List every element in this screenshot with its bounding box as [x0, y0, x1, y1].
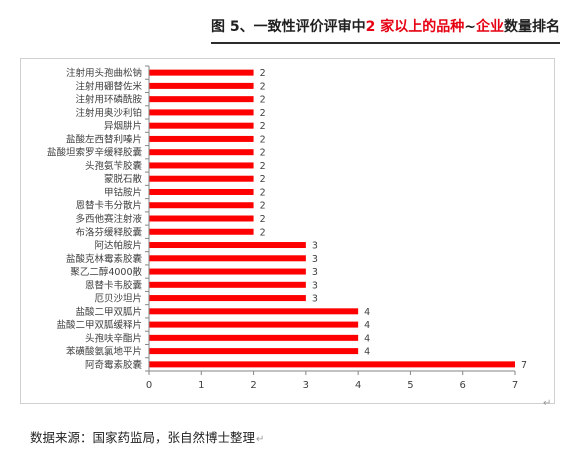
paragraph-return-mark: ↵ [543, 398, 552, 409]
bar [149, 135, 254, 142]
data-label: 4 [364, 333, 370, 344]
category-label: 盐酸克林霉素胶囊 [66, 253, 143, 265]
x-tick-label: 1 [198, 380, 204, 391]
data-label: 2 [260, 134, 266, 145]
category-label: 盐酸左西替利嗪片 [66, 133, 142, 145]
bar [149, 122, 254, 129]
data-label: 4 [364, 307, 370, 318]
category-label: 布洛芬缓释胶囊 [75, 226, 142, 238]
bar [149, 348, 359, 355]
bar [149, 308, 359, 315]
category-label: 注射用硼替佐米 [75, 80, 142, 92]
figure-title: 图 5、一致性评价评审中2 家以上的品种~企业数量排名 [211, 16, 560, 44]
data-label: 2 [260, 174, 266, 185]
data-label: 3 [312, 254, 318, 265]
bar [149, 361, 515, 368]
title-underline [211, 42, 560, 44]
data-label: 2 [260, 148, 266, 159]
data-label: 2 [260, 227, 266, 238]
data-label: 4 [364, 347, 370, 358]
title-highlight-companies: 企业 [476, 19, 504, 35]
bar [149, 255, 306, 262]
bar [149, 202, 254, 209]
data-label: 2 [260, 201, 266, 212]
category-label: 阿达帕胺片 [94, 240, 142, 252]
category-label: 苯磺酸氨氯地平片 [66, 346, 142, 358]
data-label: 2 [260, 95, 266, 106]
source-note-text: 数据来源：国家药监局，张自然博士整理 [30, 430, 256, 445]
bar [149, 96, 254, 103]
category-label: 注射用奥沙利铂 [75, 107, 142, 119]
category-label: 恩替卡韦分散片 [75, 200, 142, 212]
x-tick-label: 2 [250, 380, 256, 391]
source-return-mark: ↵ [256, 434, 265, 445]
source-note: 数据来源：国家药监局，张自然博士整理↵ [30, 427, 264, 446]
category-label: 头孢氨苄胶囊 [85, 160, 143, 172]
bar [149, 215, 254, 222]
title-prefix: 图 5、一致性评价评审中 [211, 19, 366, 35]
bar [149, 295, 306, 302]
x-tick-label: 4 [355, 380, 361, 391]
category-label: 盐酸坦索罗辛缓释胶囊 [47, 147, 143, 159]
x-tick-label: 5 [407, 380, 413, 391]
category-label: 注射用环磷酰胺 [75, 94, 142, 106]
data-label: 2 [260, 214, 266, 225]
data-label: 3 [312, 294, 318, 305]
bar [149, 149, 254, 156]
bar [149, 162, 254, 169]
x-tick-label: 6 [460, 380, 466, 391]
x-tick-label: 7 [512, 380, 518, 391]
bar [149, 334, 359, 341]
x-tick-label: 0 [146, 380, 152, 391]
data-label: 2 [260, 81, 266, 92]
category-label: 异烟肼片 [104, 120, 142, 132]
data-label: 3 [312, 280, 318, 291]
category-label: 甲钴胺片 [104, 186, 142, 198]
data-label: 4 [364, 320, 370, 331]
bar [149, 281, 306, 288]
category-label: 注射用头孢曲松钠 [66, 67, 142, 79]
data-label: 2 [260, 121, 266, 132]
category-label: 蒙脱石散 [104, 173, 143, 185]
category-label: 厄贝沙坦片 [94, 293, 142, 305]
category-label: 聚乙二醇4000散 [70, 266, 142, 278]
bar [149, 228, 254, 235]
bar [149, 321, 359, 328]
x-tick-label: 3 [303, 380, 309, 391]
title-highlight-varieties: 2 家以上的品种 [365, 19, 465, 35]
bar [149, 268, 306, 275]
data-label: 2 [260, 161, 266, 172]
data-label: 7 [521, 360, 527, 371]
data-label: 3 [312, 267, 318, 278]
category-label: 多西他赛注射液 [75, 213, 142, 225]
category-label: 头孢呋辛酯片 [85, 332, 142, 344]
bar [149, 188, 254, 195]
bar [149, 109, 254, 116]
category-label: 盐酸二甲双胍片 [75, 306, 142, 318]
category-label: 阿奇霉素胶囊 [85, 359, 143, 371]
data-label: 3 [312, 241, 318, 252]
bar-chart: 0 1 2 3 4 5 6 7 注射用头孢曲松钠 2 注射用硼替佐米 2 注射用环磷酰胺 2 注射用奥沙利铂… [47, 65, 527, 391]
bar [149, 175, 254, 182]
data-label: 2 [260, 108, 266, 119]
data-label: 2 [260, 187, 266, 198]
title-suffix: 数量排名 [504, 19, 560, 35]
category-label: 盐酸二甲双胍缓释片 [56, 319, 142, 331]
category-label: 恩替卡韦胶囊 [85, 279, 143, 291]
bar [149, 69, 254, 76]
bar [149, 82, 254, 89]
chart-frame: 0 1 2 3 4 5 6 7 注射用头孢曲松钠 2 注射用硼替佐米 2 注射用环磷酰胺 2 注射用奥沙利铂… [20, 58, 555, 404]
title-tilde: ~ [464, 19, 476, 35]
data-label: 2 [260, 68, 266, 79]
bar [149, 242, 306, 249]
